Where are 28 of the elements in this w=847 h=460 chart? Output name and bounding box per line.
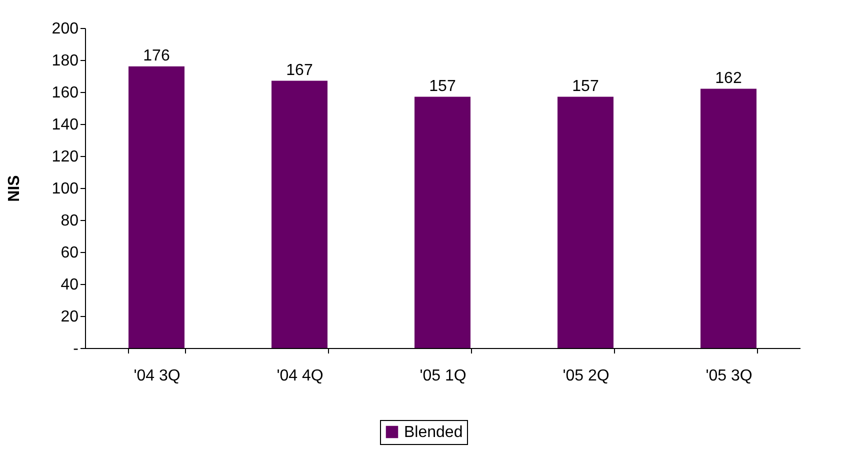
x-tick-label: '05 3Q xyxy=(706,368,752,384)
y-tick-label: 60 xyxy=(60,244,79,262)
bar xyxy=(558,96,614,348)
legend-label: Blended xyxy=(404,424,463,441)
y-tick-label: 40 xyxy=(60,276,79,294)
x-tick-label: '05 2Q xyxy=(562,368,610,384)
y-tick-label: 80 xyxy=(60,212,79,230)
x-tick-label: '05 1Q xyxy=(420,368,466,384)
data-label: 157 xyxy=(572,78,599,95)
y-tick-label: 20 xyxy=(60,308,79,326)
x-tick-label: '04 4Q xyxy=(276,368,324,384)
y-tick-label: 200 xyxy=(52,20,79,38)
data-label: 157 xyxy=(429,78,456,95)
y-tick-label: 180 xyxy=(52,52,79,70)
data-label: 162 xyxy=(715,70,742,87)
x-tick-label: '04 3Q xyxy=(134,368,180,384)
y-tick-label: 140 xyxy=(52,116,79,134)
bar xyxy=(128,66,184,348)
data-label: 167 xyxy=(286,62,313,79)
data-label: 176 xyxy=(143,47,170,64)
bar xyxy=(272,80,328,348)
y-tick-label: 120 xyxy=(52,148,79,166)
y-tick-label: 100 xyxy=(52,180,79,198)
y-tick-label: - xyxy=(73,340,78,358)
bar xyxy=(414,96,470,348)
bar xyxy=(700,88,756,348)
y-tick-label: 160 xyxy=(52,84,79,102)
y-axis-title: NIS xyxy=(6,174,23,202)
